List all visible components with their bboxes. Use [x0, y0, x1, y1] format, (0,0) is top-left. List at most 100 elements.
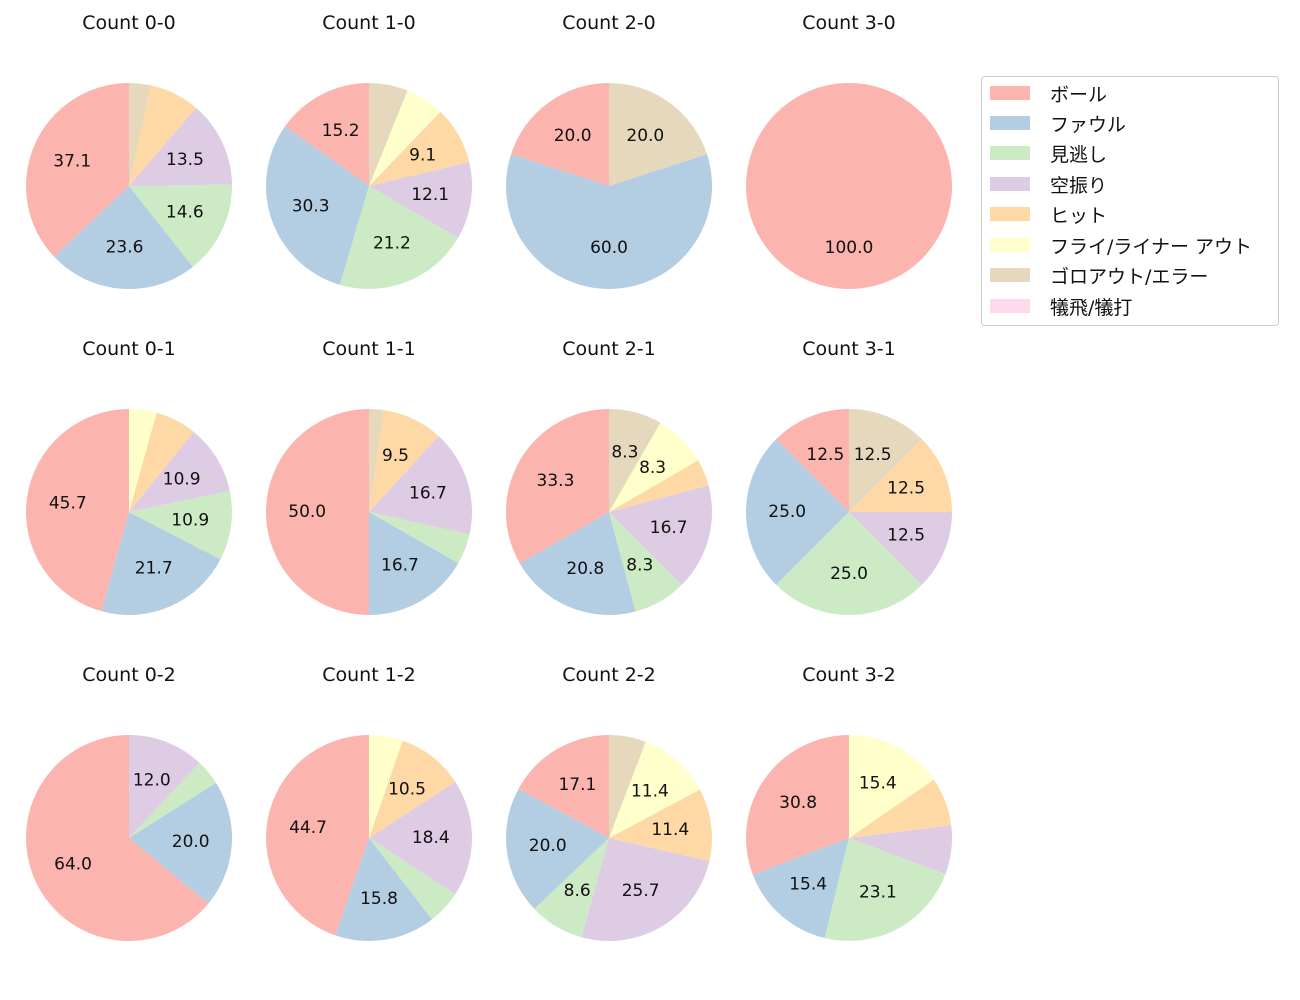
pie-slice: [129, 107, 232, 186]
pie-slice: [129, 782, 232, 904]
pie-slice: [519, 512, 636, 615]
slice-label: 9.1: [409, 145, 436, 165]
pie-slice: [609, 409, 661, 512]
pie-slice: [129, 412, 194, 512]
slice-label: 30.3: [292, 196, 330, 216]
pie-slice: [534, 838, 609, 938]
slice-label: 25.0: [768, 502, 806, 522]
pie-slice: [369, 90, 441, 186]
pie-slice: [849, 512, 952, 585]
slice-label: 44.7: [289, 818, 327, 838]
slice-label: 64.0: [54, 854, 92, 874]
slice-label: 33.3: [537, 471, 575, 491]
pie-slice: [369, 409, 384, 512]
slice-label: 20.8: [566, 559, 604, 579]
slice-label: 21.2: [373, 233, 411, 253]
slice-label: 8.6: [564, 881, 591, 901]
pie-slice: [776, 409, 849, 512]
legend-label: ボール: [1050, 83, 1108, 106]
pie-slice: [609, 735, 646, 838]
slice-label: 10.9: [163, 470, 201, 490]
pie-chart: Count 0-2 64.0 20.0 12.0: [25, 664, 232, 942]
pie-slice: [746, 439, 849, 585]
legend-swatch: [990, 299, 1030, 313]
pie-slice: [26, 409, 129, 612]
pie-slice: [609, 789, 713, 862]
chart-title: Count 0-2: [82, 664, 176, 686]
pie-chart: Count 2-0 20.0 60.0 20.0: [506, 12, 712, 289]
slice-label: 13.5: [166, 150, 204, 170]
slice-label: 18.4: [412, 828, 450, 848]
slice-label: 8.3: [626, 556, 653, 576]
slice-label: 20.0: [626, 126, 664, 146]
slice-label: 20.0: [554, 126, 592, 146]
slice-label: 10.5: [388, 779, 426, 799]
legend-label: ファウル: [1050, 113, 1127, 136]
pie-slice: [511, 83, 609, 186]
pie-slice: [265, 126, 369, 285]
slice-label: 11.4: [651, 820, 689, 840]
legend: ボール ファウル 見逃し 空振り ヒット フライ/ライナー アウト ゴロアウト/…: [981, 76, 1279, 326]
slice-label: 20.0: [172, 832, 210, 852]
pie-slice: [581, 838, 710, 941]
pie-slice: [25, 735, 209, 942]
pie-slice: [369, 111, 470, 186]
legend-item-ball: ボール: [982, 78, 1107, 108]
slice-label: 12.5: [887, 526, 925, 546]
legend-item-called-strike: 見逃し: [982, 138, 1107, 168]
pie-slice: [101, 512, 221, 615]
chart-title: Count 1-2: [322, 664, 416, 686]
pie-slice: [129, 431, 230, 512]
legend-swatch: [990, 268, 1030, 282]
pie-slice: [284, 83, 369, 186]
slice-label: 16.7: [381, 555, 419, 575]
slice-label: 37.1: [53, 152, 91, 172]
slice-label: 25.7: [622, 881, 660, 901]
slice-label: 30.8: [779, 793, 817, 813]
pie-slice: [129, 85, 197, 186]
pie-chart: Count 2-2 17.1 20.0 8.6 25.7 11.4 11.4: [505, 664, 713, 941]
pie-slice: [745, 735, 849, 875]
legend-swatch: [990, 177, 1030, 191]
pie-slice: [266, 409, 369, 615]
legend-swatch: [990, 116, 1030, 130]
slice-label: 14.6: [166, 203, 204, 223]
legend-item-sacrifice: 犠飛/犠打: [982, 291, 1132, 321]
pie-slice: [129, 83, 151, 186]
pie-slice: [369, 740, 456, 838]
legend-swatch: [990, 207, 1030, 221]
slice-label: 60.0: [590, 238, 628, 258]
legend-label: ゴロアウト/エラー: [1050, 265, 1209, 288]
slice-label: 23.6: [106, 238, 144, 258]
legend-item-hit: ヒット: [982, 199, 1107, 229]
pie-slice: [129, 490, 232, 560]
pie-chart: Count 1-2 44.7 15.8 18.4 10.5: [266, 664, 473, 942]
slice-label: 100.0: [825, 238, 874, 258]
slice-label: 12.5: [854, 445, 892, 465]
pie-slice: [129, 409, 157, 512]
slice-label: 45.7: [49, 494, 87, 514]
slice-label: 12.0: [133, 771, 171, 791]
legend-item-foul: ファウル: [982, 108, 1126, 138]
pie-slice: [609, 83, 707, 186]
pie-slice: [129, 184, 233, 267]
slice-label: 16.7: [409, 483, 447, 503]
pie-slice: [369, 436, 473, 535]
slice-label: 15.8: [360, 889, 398, 909]
slice-label: 15.4: [859, 773, 897, 793]
pie-slice: [339, 186, 459, 290]
pie-slice: [369, 410, 439, 512]
slice-label: 25.0: [830, 564, 868, 584]
pie-slice: [752, 838, 849, 939]
pie-slice: [609, 460, 709, 512]
pie-slice: [369, 838, 456, 920]
pie-slice: [266, 735, 369, 936]
legend-swatch: [990, 146, 1030, 160]
chart-title: Count 3-1: [802, 338, 896, 360]
pie-slice: [609, 512, 682, 612]
pie-slice: [776, 512, 922, 615]
slice-label: 11.4: [631, 782, 669, 802]
chart-title: Count 3-2: [802, 664, 896, 686]
slice-label: 16.7: [650, 518, 688, 538]
